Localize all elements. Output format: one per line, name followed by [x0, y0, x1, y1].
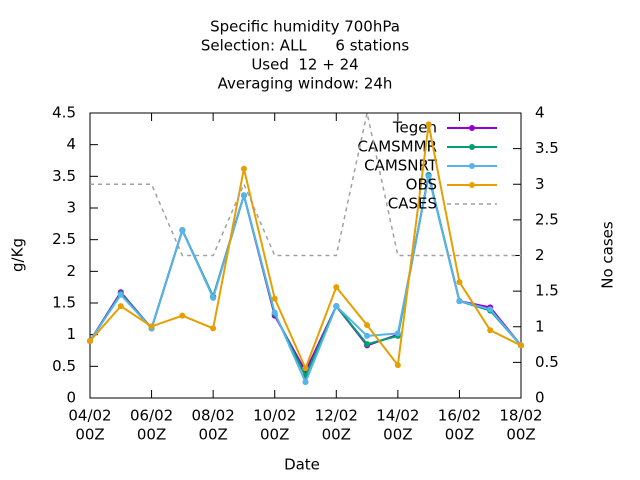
x-tick-label: 04/02: [68, 407, 111, 425]
series-point: [456, 298, 463, 305]
series-point: [487, 306, 494, 313]
series-line: [90, 112, 521, 257]
y-tick-label: 4.5: [52, 104, 76, 122]
y2-tick-label: 3: [535, 175, 545, 193]
y2-tick-label: 2.5: [535, 210, 559, 228]
y-tick-label: 0: [66, 389, 76, 407]
x-tick-label: 00Z: [137, 426, 166, 444]
y2-tick-label: 1: [535, 317, 545, 335]
x-tick-label: 10/02: [253, 407, 296, 425]
series-point: [117, 291, 124, 298]
x-tick-label: 14/02: [376, 407, 419, 425]
x-tick-label: 00Z: [198, 426, 227, 444]
series-point: [302, 379, 309, 386]
chart-title: Specific humidity 700hPa: [210, 18, 400, 36]
legend-label: CASES: [388, 195, 437, 213]
y-tick-label: 4: [66, 135, 76, 153]
x-tick-label: 00Z: [506, 426, 535, 444]
series-point: [179, 227, 186, 234]
series-point: [271, 295, 278, 302]
legend-swatch: [469, 144, 475, 150]
series-point: [364, 332, 371, 339]
y2-tick-label: 0.5: [535, 353, 559, 371]
y2-axis-label: No cases: [599, 221, 617, 289]
series-point: [302, 365, 309, 372]
legend-swatch: [469, 163, 475, 169]
y-tick-label: 1: [66, 325, 76, 343]
y-tick-label: 3.5: [52, 167, 76, 185]
x-tick-label: 00Z: [322, 426, 351, 444]
series-point: [425, 173, 432, 180]
y2-tick-label: 3.5: [535, 139, 559, 157]
y-tick-label: 0.5: [52, 357, 76, 375]
legend-label: Tegen: [392, 119, 437, 137]
series-point: [364, 341, 371, 348]
series-point: [333, 303, 340, 310]
x-tick-label: 12/02: [315, 407, 358, 425]
series-point: [210, 294, 217, 301]
x-tick-label: 00Z: [383, 426, 412, 444]
series-point: [333, 284, 340, 291]
series-point: [394, 362, 401, 369]
y2-tick-label: 1.5: [535, 282, 559, 300]
legend-swatch: [469, 125, 475, 131]
y-tick-label: 2: [66, 262, 76, 280]
legend-label: CAMSMMR: [357, 138, 437, 156]
series-point: [364, 322, 371, 329]
x-tick-label: 00Z: [75, 426, 104, 444]
series-point: [117, 303, 124, 310]
x-tick-label: 18/02: [499, 407, 542, 425]
series-point: [456, 279, 463, 286]
x-tick-label: 08/02: [192, 407, 235, 425]
series-point: [210, 325, 217, 332]
series-point: [148, 323, 155, 330]
series-point: [87, 338, 93, 344]
y-tick-label: 1.5: [52, 294, 76, 312]
series-point: [240, 192, 247, 199]
series-point: [425, 121, 432, 128]
y2-tick-label: 4: [535, 104, 545, 122]
series-point: [240, 165, 247, 172]
x-tick-label: 16/02: [438, 407, 481, 425]
x-tick-label: 00Z: [445, 426, 474, 444]
series-point: [487, 327, 494, 334]
chart-title: Used 12 + 24: [251, 56, 358, 74]
chart-title: Selection: ALL 6 stations: [201, 37, 409, 55]
y-tick-label: 3: [66, 199, 76, 217]
x-axis-label: Date: [284, 456, 320, 474]
y2-tick-label: 2: [535, 246, 545, 264]
x-tick-label: 06/02: [130, 407, 173, 425]
y-axis-label: g/Kg: [9, 238, 27, 272]
series-point: [179, 312, 186, 319]
x-tick-label: 00Z: [260, 426, 289, 444]
y-tick-label: 2.5: [52, 230, 76, 248]
legend-label: CAMSNRT: [364, 157, 438, 175]
chart-title: Averaging window: 24h: [218, 75, 393, 93]
y2-tick-label: 0: [535, 389, 545, 407]
legend-swatch: [469, 182, 475, 188]
series-point: [271, 309, 278, 316]
series-point: [518, 342, 524, 349]
series-point: [394, 330, 401, 337]
legend-label: OBS: [406, 176, 437, 194]
